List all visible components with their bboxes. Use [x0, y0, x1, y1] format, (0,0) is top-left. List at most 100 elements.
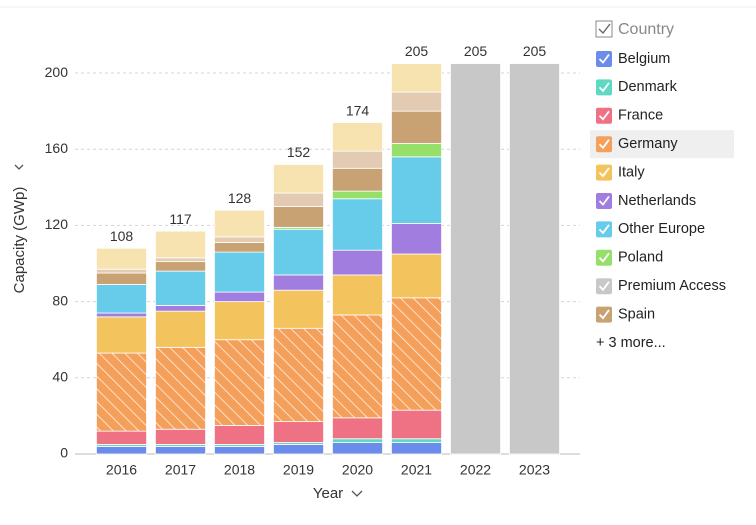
x-tick-label: 2021: [401, 462, 432, 478]
bar-segment: [332, 442, 383, 455]
total-label: 205: [464, 43, 488, 59]
legend-check: [598, 110, 610, 121]
total-label: 205: [523, 43, 547, 59]
legend-swatch[interactable]: [596, 193, 612, 209]
legend-check: [598, 82, 610, 93]
bar-segment: [391, 409, 442, 440]
bar-segment: [332, 249, 383, 276]
total-label: 205: [405, 43, 429, 59]
legend-check: [598, 252, 610, 263]
bar-segment: [155, 257, 206, 263]
legend-label[interactable]: Spain: [618, 306, 655, 322]
legend-check: [598, 139, 610, 150]
x-tick-label: 2019: [283, 462, 314, 478]
bar-segment: [214, 425, 265, 445]
legend-swatch[interactable]: [596, 164, 612, 181]
legend-label[interactable]: Denmark: [618, 79, 678, 95]
legend-check: [598, 281, 610, 292]
bar-segment: [155, 428, 206, 445]
bar-hatch: [96, 353, 147, 432]
bar-segment: [391, 438, 442, 443]
bar-segment: [332, 150, 383, 169]
legend-label[interactable]: Germany: [618, 136, 678, 152]
bar-segment: [214, 242, 265, 253]
total-label: 117: [169, 211, 192, 227]
bar-segment: [391, 91, 442, 112]
legend-check: [598, 195, 610, 206]
legend-label[interactable]: Italy: [618, 164, 645, 180]
total-label: 128: [228, 190, 252, 206]
total-label: 174: [346, 102, 370, 118]
bar-segment: [273, 164, 324, 194]
bar-hatch: [332, 314, 383, 418]
bar-segment: [155, 445, 206, 455]
legend-swatch[interactable]: [596, 278, 612, 295]
legend-label[interactable]: Netherlands: [618, 193, 696, 209]
bar-segment: [273, 444, 324, 455]
bar-segment: [155, 230, 206, 259]
bar-segment: [332, 190, 383, 200]
legend-title-check: [598, 23, 611, 35]
bar-segment: [273, 274, 324, 291]
bar-hatch: [391, 297, 442, 411]
y-tick-label: 0: [60, 445, 68, 461]
legend-label[interactable]: Belgium: [618, 51, 670, 67]
bar-segment: [96, 316, 147, 354]
bar-segment: [214, 209, 265, 238]
bar-segment: [391, 253, 442, 299]
legend-swatch[interactable]: [596, 51, 612, 67]
bar-segment: [96, 430, 147, 445]
legend-swatch[interactable]: [596, 136, 612, 153]
bar-segment: [96, 312, 147, 318]
bar-hatch: [155, 347, 206, 430]
x-tick-label: 2023: [519, 462, 550, 478]
bar-segment: [332, 274, 383, 316]
legend-label[interactable]: Poland: [618, 250, 663, 266]
bar-segment: [214, 301, 265, 341]
x-tick-label: 2017: [165, 462, 196, 478]
y-tick-label: 40: [52, 369, 68, 385]
bar-segment: [391, 143, 442, 158]
bar-segment: [332, 198, 383, 251]
bar-segment: [214, 291, 265, 303]
bar-segment: [509, 63, 560, 455]
legend-label[interactable]: Other Europe: [618, 221, 705, 237]
legend-title[interactable]: Country: [618, 21, 674, 38]
bar-segment: [96, 445, 147, 455]
bar-segment: [96, 268, 147, 274]
legend-swatch[interactable]: [596, 249, 612, 266]
bar-segment: [332, 438, 383, 443]
legend-swatch[interactable]: [596, 79, 612, 96]
bar-segment: [214, 445, 265, 455]
x-tick-label: 2018: [224, 462, 255, 478]
bar-segment: [96, 247, 147, 270]
bar-segment: [273, 192, 324, 207]
legend-label[interactable]: Premium Access: [618, 278, 726, 294]
legend-highlight[interactable]: [590, 130, 734, 159]
legend-check: [598, 53, 610, 64]
legend-swatch[interactable]: [596, 107, 612, 124]
bar-segment: [96, 272, 147, 285]
x-axis-label[interactable]: Year: [313, 485, 343, 502]
bar-hatch: [273, 328, 324, 422]
legend-more[interactable]: + 3 more...: [596, 335, 666, 351]
legend-label[interactable]: France: [618, 108, 663, 124]
bar-segment: [214, 236, 265, 243]
bar-segment: [96, 284, 147, 314]
bar-segment: [273, 205, 324, 228]
bar-hatch: [214, 339, 265, 426]
legend-title-box[interactable]: [595, 20, 613, 38]
bar-segment: [332, 167, 383, 192]
bar-segment: [273, 289, 324, 329]
legend-check: [598, 224, 610, 235]
x-tick-label: 2022: [460, 462, 491, 478]
bar-segment: [214, 251, 265, 293]
bar-segment: [391, 63, 442, 93]
bar-segment: [155, 261, 206, 272]
bar-segment: [155, 305, 206, 312]
legend-swatch[interactable]: [596, 221, 612, 238]
bar-segment: [155, 310, 206, 348]
legend-swatch[interactable]: [596, 306, 612, 323]
y-axis-label[interactable]: Capacity (GWp): [11, 187, 28, 294]
